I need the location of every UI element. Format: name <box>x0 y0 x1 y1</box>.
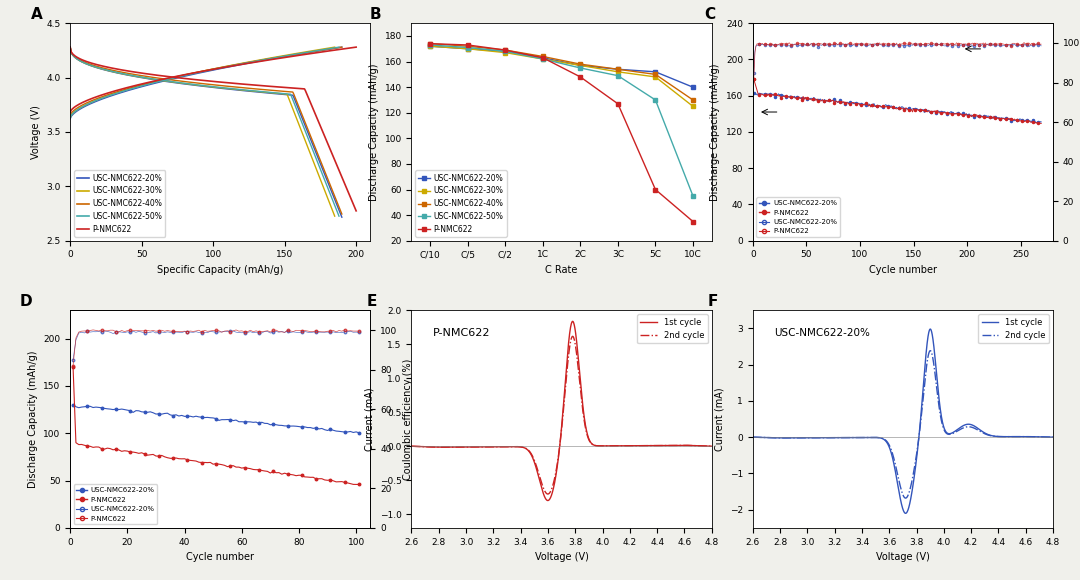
X-axis label: C Rate: C Rate <box>545 265 578 275</box>
Legend: 1st cycle, 2nd cycle: 1st cycle, 2nd cycle <box>978 314 1049 343</box>
Y-axis label: Discharge Capacity (mAh/g): Discharge Capacity (mAh/g) <box>711 63 720 201</box>
Legend: 1st cycle, 2nd cycle: 1st cycle, 2nd cycle <box>637 314 707 343</box>
Text: D: D <box>19 294 31 309</box>
Text: USC-NMC622-20%: USC-NMC622-20% <box>773 328 869 338</box>
X-axis label: Specific Capacity (mAh/g): Specific Capacity (mAh/g) <box>157 265 284 275</box>
Text: C: C <box>705 7 716 22</box>
Legend: USC-NMC622-20%, USC-NMC622-30%, USC-NMC622-40%, USC-NMC622-50%, P-NMC622: USC-NMC622-20%, USC-NMC622-30%, USC-NMC6… <box>416 171 507 237</box>
Y-axis label: Current (mA): Current (mA) <box>364 387 375 451</box>
X-axis label: Voltage (V): Voltage (V) <box>876 552 930 562</box>
Text: F: F <box>707 294 718 309</box>
X-axis label: Voltage (V): Voltage (V) <box>535 552 589 562</box>
Text: B: B <box>369 7 381 22</box>
Text: A: A <box>31 7 43 22</box>
Text: E: E <box>366 294 377 309</box>
X-axis label: Cycle number: Cycle number <box>869 265 936 275</box>
Y-axis label: Voltage (V): Voltage (V) <box>30 105 41 159</box>
X-axis label: Cycle number: Cycle number <box>187 552 254 562</box>
Text: P-NMC622: P-NMC622 <box>432 328 490 338</box>
Y-axis label: Discharge Capacity (mAh/g): Discharge Capacity (mAh/g) <box>28 350 38 488</box>
Legend: USC-NMC622-20%, P-NMC622, USC-NMC622-20%, P-NMC622: USC-NMC622-20%, P-NMC622, USC-NMC622-20%… <box>756 197 839 237</box>
Y-axis label: Current (mA): Current (mA) <box>714 387 725 451</box>
Y-axis label: Coulombic efficiency (%): Coulombic efficiency (%) <box>403 358 413 480</box>
Legend: USC-NMC622-20%, USC-NMC622-30%, USC-NMC622-40%, USC-NMC622-50%, P-NMC622: USC-NMC622-20%, USC-NMC622-30%, USC-NMC6… <box>75 171 165 237</box>
Legend: USC-NMC622-20%, P-NMC622, USC-NMC622-20%, P-NMC622: USC-NMC622-20%, P-NMC622, USC-NMC622-20%… <box>73 484 157 524</box>
Y-axis label: Discharge Capacity (mAh/g): Discharge Capacity (mAh/g) <box>369 63 379 201</box>
